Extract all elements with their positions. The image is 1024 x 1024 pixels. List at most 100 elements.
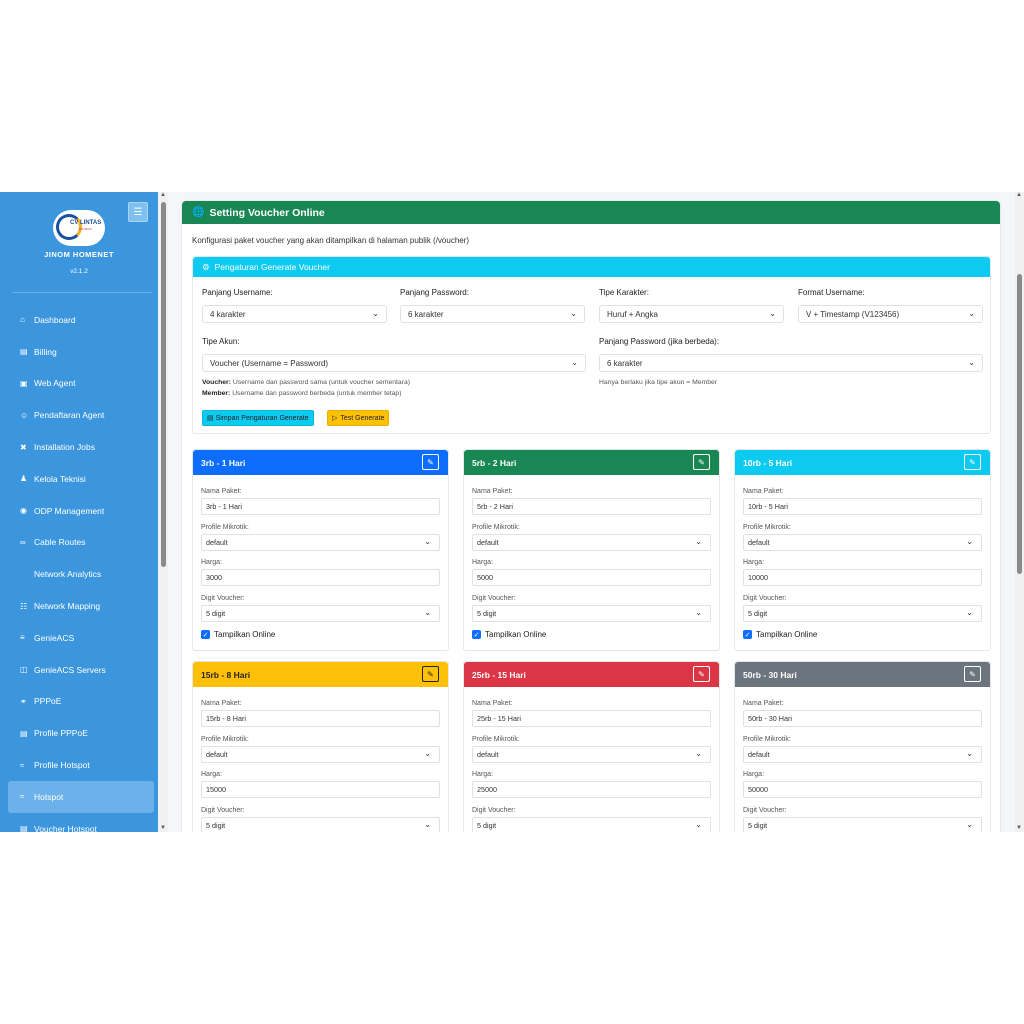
- package-title: 50rb - 30 Hari: [743, 669, 797, 680]
- globe-icon: 🌐: [192, 207, 205, 218]
- package-card: 15rb - 8 Hari ✎ Nama Paket: 15rb - 8 Har…: [192, 661, 449, 832]
- price-label: Harga:: [743, 559, 765, 566]
- price-input[interactable]: 25000: [472, 781, 711, 798]
- sidebar-scrollbar[interactable]: ▲ ▼: [159, 192, 168, 832]
- profile-mikrotik-label: Profile Mikrotik:: [472, 736, 520, 743]
- sidebar-item-web-agent[interactable]: ▣ Web Agent: [8, 368, 154, 400]
- package-name-label: Nama Paket:: [201, 488, 242, 495]
- sidebar-item-label: Web Agent: [34, 378, 76, 389]
- sidebar-item-dashboard[interactable]: ⌂ Dashboard: [8, 304, 154, 336]
- price-input[interactable]: 10000: [743, 569, 982, 586]
- package-name-input[interactable]: 25rb - 15 Hari: [472, 710, 711, 727]
- edit-icon[interactable]: ✎: [693, 454, 710, 470]
- sidebar-item-label: Installation Jobs: [34, 442, 95, 453]
- scroll-up-icon[interactable]: ▲: [160, 192, 166, 198]
- sidebar-item-kelola-teknisi[interactable]: ♟ Kelola Teknisi: [8, 463, 154, 495]
- username-length-select[interactable]: 4 karakter ⌄: [202, 305, 387, 323]
- sidebar-item-odp-management[interactable]: ◉ ODP Management: [8, 495, 154, 527]
- sidebar-item-installation-jobs[interactable]: ✖ Installation Jobs: [8, 431, 154, 463]
- wifi-icon: ≈: [20, 760, 25, 770]
- sidebar-item-network-analytics[interactable]: Network Analytics: [8, 558, 154, 590]
- sidebar-item-network-mapping[interactable]: ☷ Network Mapping: [8, 590, 154, 622]
- show-online-checkbox[interactable]: ✓ Tampilkan Online: [472, 630, 546, 639]
- username-length-value: 4 karakter: [210, 309, 246, 319]
- password-length-select[interactable]: 6 karakter ⌄: [400, 305, 585, 323]
- package-name-input[interactable]: 50rb - 30 Hari: [743, 710, 982, 727]
- package-name-input[interactable]: 5rb - 2 Hari: [472, 498, 711, 515]
- sidebar-item-billing[interactable]: ▤ Billing: [8, 336, 154, 368]
- chevron-down-icon: ⌄: [966, 608, 973, 617]
- sidebar-item-profile-hotspot[interactable]: ≈ Profile Hotspot: [8, 749, 154, 781]
- menu-icon[interactable]: ☰: [128, 202, 148, 222]
- show-online-label: Tampilkan Online: [485, 630, 547, 639]
- char-type-select[interactable]: Huruf + Angka ⌄: [599, 305, 784, 323]
- edit-icon[interactable]: ✎: [422, 454, 439, 470]
- edit-icon[interactable]: ✎: [422, 666, 439, 682]
- voucher-digit-select[interactable]: 5 digit ⌄: [743, 605, 982, 622]
- package-name-input[interactable]: 3rb - 1 Hari: [201, 498, 440, 515]
- server-icon: ◫: [20, 665, 28, 675]
- package-header: 10rb - 5 Hari ✎: [735, 450, 990, 475]
- scroll-down-icon[interactable]: ▼: [1016, 825, 1022, 831]
- profile-mikrotik-select[interactable]: default ⌄: [201, 746, 440, 763]
- price-input[interactable]: 3000: [201, 569, 440, 586]
- edit-icon[interactable]: ✎: [964, 666, 981, 682]
- package-title: 25rb - 15 Hari: [472, 669, 526, 680]
- sidebar-item-hotspot[interactable]: ≈ Hotspot: [8, 780, 154, 813]
- sidebar-item-genieacs-servers[interactable]: ◫ GenieACS Servers: [8, 654, 154, 686]
- profile-mikrotik-select[interactable]: default ⌄: [743, 534, 982, 551]
- package-name-input[interactable]: 10rb - 5 Hari: [743, 498, 982, 515]
- agent-icon: ▣: [20, 378, 28, 388]
- sidebar-item-label: Profile PPPoE: [34, 728, 88, 739]
- package-name-input[interactable]: 15rb - 8 Hari: [201, 710, 440, 727]
- voucher-digit-value: 5 digit: [748, 821, 768, 830]
- profile-mikrotik-value: default: [748, 538, 770, 547]
- account-type-select[interactable]: Voucher (Username = Password) ⌄: [202, 354, 586, 372]
- price-input[interactable]: 15000: [201, 781, 440, 798]
- test-generate-button[interactable]: ▷ Test Generate: [327, 410, 390, 426]
- username-format-select[interactable]: V + Timestamp (V123456) ⌄: [798, 305, 983, 323]
- save-generate-settings-button[interactable]: ▤ Simpan Pengaturan Generate: [202, 410, 314, 426]
- profile-mikrotik-select[interactable]: default ⌄: [472, 746, 711, 763]
- profile-mikrotik-select[interactable]: default ⌄: [743, 746, 982, 763]
- page-scrollbar[interactable]: ▲ ▼: [1015, 192, 1024, 832]
- profile-mikrotik-value: default: [748, 750, 770, 759]
- price-input[interactable]: 5000: [472, 569, 711, 586]
- sidebar-scroll-thumb[interactable]: [161, 202, 166, 567]
- scroll-down-icon[interactable]: ▼: [160, 825, 166, 831]
- voucher-digit-select[interactable]: 5 digit ⌄: [472, 817, 711, 832]
- edit-icon[interactable]: ✎: [964, 454, 981, 470]
- sidebar-item-genieacs[interactable]: ≡ GenieACS: [8, 622, 154, 654]
- scroll-up-icon[interactable]: ▲: [1016, 192, 1022, 198]
- billing-icon: ▤: [20, 347, 28, 357]
- profile-mikrotik-select[interactable]: default ⌄: [201, 534, 440, 551]
- sidebar-item-pendaftaran-agent[interactable]: ☺ Pendaftaran Agent: [8, 399, 154, 431]
- sidebar-item-label: GenieACS: [34, 632, 75, 643]
- voucher-digit-value: 5 digit: [477, 609, 497, 618]
- password-length-hint: Hanya berlaku jika tipe akun = Member: [599, 379, 718, 386]
- voucher-digit-select[interactable]: 5 digit ⌄: [201, 817, 440, 832]
- show-online-checkbox[interactable]: ✓ Tampilkan Online: [201, 630, 275, 639]
- sidebar-item-pppoe[interactable]: ⚭ PPPoE: [8, 686, 154, 718]
- chevron-down-icon: ⌄: [968, 309, 975, 318]
- price-value: 25000: [477, 785, 497, 794]
- voucher-digit-select[interactable]: 5 digit ⌄: [472, 605, 711, 622]
- checkmark-icon: ✓: [472, 630, 481, 639]
- profile-mikrotik-select[interactable]: default ⌄: [472, 534, 711, 551]
- voucher-digit-value: 5 digit: [748, 609, 768, 618]
- member-password-length-value: 6 karakter: [607, 358, 643, 368]
- sidebar: ☰ CV LINTAS BUTRON JINOM HOMENET v2.1.2 …: [0, 192, 158, 832]
- price-value: 15000: [206, 785, 226, 794]
- member-password-length-select[interactable]: 6 karakter ⌄: [599, 354, 983, 372]
- show-online-checkbox[interactable]: ✓ Tampilkan Online: [743, 630, 817, 639]
- page-scroll-thumb[interactable]: [1017, 274, 1022, 574]
- sidebar-item-cable-routes[interactable]: ∞ Cable Routes: [8, 527, 154, 559]
- voucher-digit-select[interactable]: 5 digit ⌄: [743, 817, 982, 832]
- sidebar-item-label: Network Mapping: [34, 601, 101, 612]
- sidebar-item-profile-pppoe[interactable]: ▤ Profile PPPoE: [8, 717, 154, 749]
- price-input[interactable]: 50000: [743, 781, 982, 798]
- voucher-digit-select[interactable]: 5 digit ⌄: [201, 605, 440, 622]
- chevron-down-icon: ⌄: [695, 820, 702, 829]
- sidebar-item-voucher-hotspot[interactable]: ▤ Voucher Hotspot: [8, 813, 154, 832]
- edit-icon[interactable]: ✎: [693, 666, 710, 682]
